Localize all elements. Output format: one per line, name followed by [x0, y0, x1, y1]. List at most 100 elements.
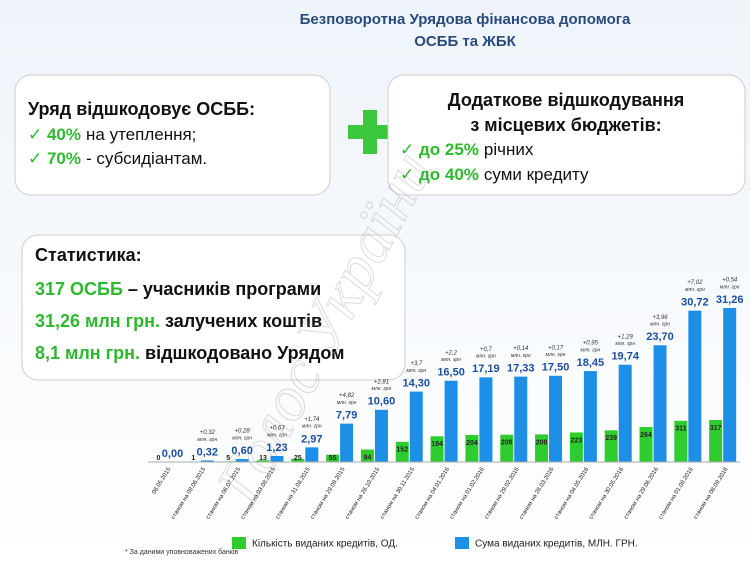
- box: [387, 74, 746, 196]
- value-label: 152: [396, 447, 408, 454]
- value-label: 204: [466, 440, 478, 447]
- bar: [674, 420, 688, 462]
- stats-heading: Статистика:: [35, 245, 142, 265]
- footnote: * За даними уповноважених банків: [125, 548, 238, 556]
- annotation: млн. грн: [615, 341, 635, 347]
- bar: [479, 377, 493, 462]
- value-label: 208: [536, 439, 548, 446]
- value-label: 10,60: [368, 396, 396, 408]
- value-label: 223: [571, 437, 583, 444]
- annotation: млн. грн: [685, 287, 705, 293]
- bar: [430, 436, 444, 462]
- annotation: млн. грн: [232, 435, 252, 441]
- value-label: 55: [329, 455, 337, 462]
- box-heading: з місцевих бюджетів:: [470, 115, 661, 135]
- value-label: 17,50: [542, 362, 570, 374]
- bar: [569, 432, 583, 462]
- box-heading: Додаткове відшкодування: [448, 90, 684, 110]
- value-label: 17,33: [507, 363, 535, 375]
- annotation: +4,82: [339, 393, 355, 399]
- value-label: 17,19: [472, 363, 500, 375]
- stats-item: 317 ОСББ – учасників програми: [35, 279, 321, 299]
- value-label: 16,50: [437, 367, 465, 379]
- bar: [639, 427, 653, 462]
- box-heading: Уряд відшкодовує ОСББ:: [28, 99, 255, 119]
- value-label: 30,72: [681, 297, 709, 309]
- value-label: 13: [259, 455, 267, 462]
- bar: [326, 454, 340, 462]
- bar: [688, 310, 702, 462]
- annotation: млн. грн: [580, 347, 600, 353]
- bar: [409, 391, 423, 462]
- bar: [235, 459, 249, 462]
- bar: [465, 434, 479, 462]
- legend-label: Кількість виданих кредитів, ОД.: [252, 539, 398, 550]
- value-label: 5: [226, 455, 230, 462]
- title: Безповоротна Урядова фінансова допомога: [300, 11, 631, 28]
- annotation: млн. грн: [650, 322, 670, 328]
- plus-icon: [348, 110, 392, 154]
- bar: [200, 460, 214, 462]
- box: [14, 74, 331, 196]
- annotation: +0,63: [269, 426, 285, 432]
- value-label: 31,26: [716, 294, 744, 306]
- legend-swatch: [455, 537, 469, 549]
- bar: [500, 434, 514, 462]
- annotation: млн. грн: [197, 437, 217, 443]
- stats-item: 8,1 млн грн. відшкодовано Урядом: [35, 343, 344, 363]
- bar: [270, 455, 284, 462]
- bar: [653, 345, 667, 462]
- annotation: млн. грн: [476, 354, 496, 360]
- annotation: +3,7: [410, 361, 423, 367]
- value-label: 239: [605, 435, 617, 442]
- annotation: +0,7: [480, 347, 493, 353]
- value-label: 14,30: [402, 377, 430, 389]
- annotation: млн. грн: [511, 353, 531, 359]
- title: ОСББ та ЖБК: [414, 33, 516, 50]
- bar: [360, 449, 374, 462]
- value-label: 1: [191, 455, 195, 462]
- value-label: 0: [157, 455, 161, 462]
- value-label: 0,00: [162, 448, 183, 460]
- annotation: млн. грн: [441, 357, 461, 363]
- bar: [618, 364, 632, 462]
- value-label: 0,32: [197, 446, 218, 458]
- bar: [535, 434, 549, 462]
- annotation: +7,02: [687, 280, 703, 286]
- value-label: 1,23: [266, 442, 287, 454]
- box-item: ✓ до 25% річних: [400, 140, 534, 159]
- annotation: +1,74: [304, 417, 320, 423]
- value-label: 19,74: [611, 351, 639, 363]
- value-label: 94: [364, 454, 372, 461]
- annotation: млн. грн: [337, 400, 357, 406]
- bar: [395, 441, 409, 462]
- annotation: +2,2: [445, 350, 458, 356]
- annotation: +3,96: [652, 315, 668, 321]
- bar: [604, 430, 618, 462]
- annotation: млн. грн: [372, 386, 392, 392]
- annotation: +0,95: [583, 341, 599, 347]
- bar: [444, 380, 458, 462]
- annotation: +0,54: [722, 278, 738, 284]
- annotation: млн. грн: [267, 432, 287, 438]
- bar: [256, 460, 270, 462]
- annotation: млн. грн: [302, 424, 322, 430]
- bar: [340, 423, 354, 462]
- annotation: +0,14: [513, 346, 529, 352]
- value-label: 317: [710, 425, 722, 432]
- bar: [723, 308, 737, 462]
- box-item: ✓ 40% на утеплення;: [28, 125, 196, 144]
- bar: [549, 375, 563, 462]
- bar: [305, 447, 319, 462]
- annotation: +1,29: [618, 334, 634, 340]
- annotation: +0,28: [235, 429, 251, 435]
- value-label: 2,97: [301, 433, 322, 445]
- bar: [291, 458, 305, 462]
- value-label: 194: [431, 441, 443, 448]
- annotation: млн. грн: [406, 368, 426, 374]
- bar: [583, 371, 597, 462]
- annotation: млн. грн: [720, 284, 740, 290]
- value-label: 7,79: [336, 410, 357, 422]
